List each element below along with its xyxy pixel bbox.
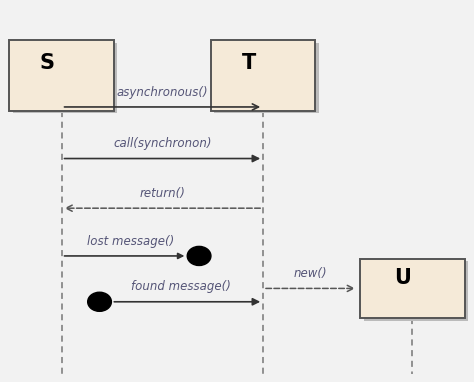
Text: new(): new()	[294, 267, 327, 280]
Bar	[364, 261, 468, 321]
Text: U: U	[394, 268, 411, 288]
Bar	[360, 259, 465, 318]
Bar	[214, 43, 319, 113]
Text: return(): return()	[139, 187, 185, 200]
Text: found message(): found message()	[131, 280, 231, 293]
Circle shape	[187, 246, 211, 265]
Text: call(synchronon): call(synchronon)	[113, 137, 211, 150]
Bar	[13, 43, 117, 113]
Bar	[211, 40, 315, 111]
Text: asynchronous(): asynchronous()	[117, 86, 208, 99]
Text: T: T	[242, 53, 256, 73]
Text: lost message(): lost message()	[87, 235, 174, 248]
Text: S: S	[40, 53, 55, 73]
Bar	[9, 40, 114, 111]
Circle shape	[88, 292, 111, 311]
